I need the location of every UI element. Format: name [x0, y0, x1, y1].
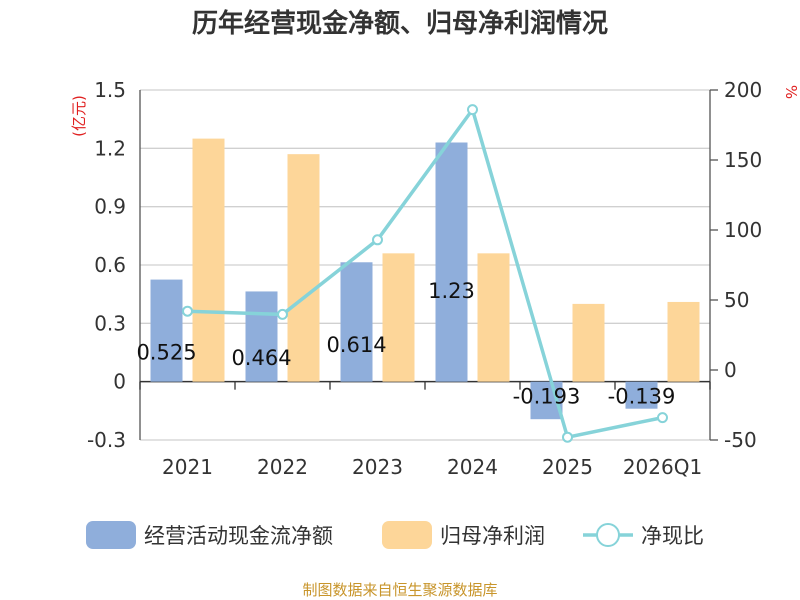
- net-profit-bar: [667, 301, 700, 382]
- right-tick-label: 100: [724, 218, 762, 242]
- ratio-line-path: [187, 105, 663, 440]
- legend-label: 经营活动现金流净额: [144, 524, 333, 548]
- cashflow-bar: [435, 142, 468, 382]
- cashflow-data-label: -0.139: [608, 385, 676, 409]
- right-tick-label: -50: [724, 428, 757, 452]
- left-tick-label: 0.6: [94, 253, 126, 277]
- left-tick-label: -0.3: [87, 428, 126, 452]
- left-tick-label: 0.9: [94, 195, 126, 219]
- legend-label: 归母净利润: [440, 524, 545, 548]
- ratio-point: [182, 305, 193, 317]
- x-tick-label: 2025: [542, 455, 593, 479]
- cashflow-data-label: 0.464: [231, 346, 291, 370]
- cashflow-bar: [625, 381, 658, 409]
- ratio-point: [657, 412, 668, 424]
- left-axis: -0.3 0 0.3 0.6 0.9 1.2 1.5: [87, 78, 141, 452]
- right-tick-label: 50: [724, 288, 749, 312]
- right-tick-label: 200: [724, 78, 762, 102]
- ratio-point: [467, 104, 478, 116]
- left-tick-label: 1.5: [94, 78, 126, 102]
- legend-swatch-ratio-marker: [596, 523, 620, 547]
- data-labels: 0.525 0.464 0.614 1.23 -0.193 -0.139: [136, 279, 675, 409]
- left-tick-label: 1.2: [94, 136, 126, 160]
- grid: [140, 89, 710, 441]
- net-profit-bar: [477, 253, 510, 382]
- ratio-point: [562, 431, 573, 443]
- x-axis: 2021 2022 2023 2024 2025 2026Q1: [139, 380, 711, 479]
- x-tick-label: 2024: [447, 455, 498, 479]
- legend[interactable]: 经营活动现金流净额 归母净利润 净现比: [86, 521, 704, 549]
- cashflow-bar: [340, 262, 373, 382]
- cashflow-bar: [245, 291, 278, 382]
- right-tick-label: 150: [724, 148, 762, 172]
- x-tick-label: 2023: [352, 455, 403, 479]
- cashflow-data-label: 1.23: [428, 279, 475, 303]
- ratio-point: [372, 234, 383, 246]
- net-profit-bar: [572, 303, 605, 382]
- right-axis-unit: %: [782, 85, 800, 99]
- right-axis: -50 0 50 100 150 200: [709, 78, 762, 452]
- bars: [150, 138, 700, 420]
- net-profit-bar: [287, 154, 320, 382]
- ratio-point: [277, 308, 288, 320]
- source-note: 制图数据来自恒生聚源数据库: [302, 581, 497, 599]
- x-tick-label: 2021: [162, 455, 213, 479]
- cashflow-data-label: -0.193: [513, 385, 581, 409]
- left-axis-unit: (亿元): [70, 95, 88, 137]
- left-tick-label: 0: [113, 370, 126, 394]
- chart-title: 历年经营现金净额、归母净利润情况: [192, 8, 608, 39]
- x-tick-label: 2022: [257, 455, 308, 479]
- legend-swatch-net-profit: [382, 521, 432, 549]
- cashflow-data-label: 0.614: [326, 333, 386, 357]
- net-profit-bar: [382, 253, 415, 382]
- cashflow-bar: [150, 279, 183, 382]
- x-tick-label: 2026Q1: [623, 455, 702, 479]
- net-profit-bar: [192, 138, 225, 382]
- ratio-line: [182, 104, 668, 443]
- right-tick-label: 0: [724, 358, 737, 382]
- legend-label: 净现比: [641, 524, 704, 548]
- legend-swatch-cashflow: [86, 521, 136, 549]
- left-tick-label: 0.3: [94, 311, 126, 335]
- cashflow-data-label: 0.525: [136, 341, 196, 365]
